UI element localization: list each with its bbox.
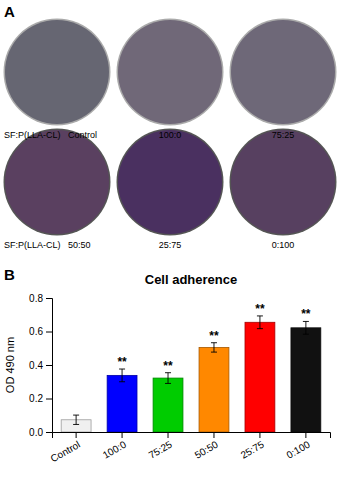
- bar: [107, 375, 137, 432]
- image-border: [117, 129, 224, 236]
- error-bar-cap: [73, 424, 79, 425]
- tick-mark: [46, 432, 52, 433]
- bar: [291, 328, 321, 432]
- tick: 100:0: [101, 432, 129, 461]
- marks: [61, 316, 321, 432]
- error-bar-stem: [305, 321, 306, 334]
- tick-mark: [46, 365, 52, 366]
- error-bar: [211, 343, 217, 352]
- annotation: SF:P(LLA-CL): [4, 240, 61, 250]
- significance-marker: **: [209, 329, 219, 343]
- significance-marker: **: [117, 355, 127, 369]
- significance-marker: **: [255, 302, 265, 316]
- tick: 0:100: [285, 432, 313, 461]
- annotation: 50:50: [68, 240, 91, 250]
- error-bar-cap: [165, 383, 171, 384]
- image-placeholder: [5, 130, 109, 234]
- annotation: 100:0: [159, 130, 182, 140]
- axis-title: OD 490 nm: [4, 337, 16, 393]
- image-border: [4, 129, 111, 236]
- annotation: 25:75: [159, 240, 182, 250]
- image-placeholder: [118, 20, 222, 124]
- panel-a: [4, 19, 337, 236]
- error-bar-stem: [259, 316, 260, 329]
- error-bar-stem: [122, 369, 123, 382]
- tick-label: Control: [49, 439, 82, 465]
- error-bar-cap: [257, 328, 263, 329]
- error-bar-stem: [76, 415, 77, 424]
- chart-title: Cell adherence: [145, 272, 238, 287]
- tick: 0.2: [29, 393, 52, 404]
- tick-label: 0.2: [29, 393, 43, 404]
- tick: 0.4: [29, 360, 52, 371]
- image-border: [230, 19, 337, 126]
- tick-mark: [259, 432, 260, 438]
- image-border: [117, 19, 224, 126]
- tick-label: 75:25: [147, 438, 175, 460]
- tick-label: 0:100: [285, 438, 313, 460]
- tick-mark: [305, 432, 306, 438]
- tick-label: 0.4: [29, 360, 43, 371]
- bar: [245, 322, 275, 432]
- tick-mark: [46, 298, 52, 299]
- tick-label: 0.0: [29, 427, 43, 438]
- image-border: [4, 19, 111, 126]
- error-bar-cap: [73, 415, 79, 416]
- image-placeholder: [118, 130, 222, 234]
- tick-mark: [213, 432, 214, 438]
- significance-marker: **: [163, 359, 173, 373]
- bar: [153, 378, 183, 432]
- annotation: 0:100: [272, 240, 295, 250]
- image-border: [230, 129, 337, 236]
- tick-label: 25:75: [239, 438, 267, 460]
- figure: A SF:P(LLA-CL) Control 100:0 75:25 SF:P(LLA-C…: [0, 0, 340, 500]
- tick-label: 0.6: [29, 326, 43, 337]
- error-bar-cap: [211, 352, 217, 353]
- tick-mark: [76, 432, 77, 438]
- tick: 75:25: [147, 432, 175, 461]
- panel-label: A: [4, 3, 15, 20]
- tick: 0.6: [29, 326, 52, 337]
- error-bar: [257, 316, 263, 329]
- x-axis: Control 100:0 75:25 50:50 25:75 0:100: [49, 432, 331, 464]
- tick-mark: [46, 399, 52, 400]
- annotation: Control: [68, 130, 97, 140]
- bar: [199, 347, 229, 432]
- tick-label: 50:50: [193, 438, 221, 460]
- error-bar: [119, 369, 125, 382]
- axis-line: [53, 433, 331, 439]
- image-placeholder: [5, 20, 109, 124]
- error-bar-stem: [168, 373, 169, 384]
- tick-mark: [46, 332, 52, 333]
- tick: 0.0: [29, 427, 52, 438]
- tick: 0.8: [29, 293, 52, 304]
- error-bar: [303, 321, 309, 334]
- error-bar: [73, 415, 79, 424]
- tick-mark: [168, 432, 169, 438]
- error-bar-cap: [303, 334, 309, 335]
- plot: ** ** ** ** ** 0.0 0.2 0.4 0.6 0.8 Control 100:0 75:…: [29, 293, 330, 465]
- error-bar: [165, 373, 171, 384]
- y-axis: 0.0 0.2 0.4 0.6 0.8: [29, 293, 52, 438]
- tick: 25:75: [239, 432, 267, 461]
- significance-marker: **: [301, 307, 311, 321]
- tick: 50:50: [193, 432, 221, 461]
- image-placeholder: [231, 130, 335, 234]
- panel-label: B: [4, 266, 15, 283]
- axis-line: [46, 299, 53, 433]
- annotation: SF:P(LLA-CL): [4, 130, 61, 140]
- image-placeholder: [231, 20, 335, 124]
- tick: Control: [49, 432, 82, 464]
- tick-label: 0.8: [29, 293, 43, 304]
- error-bar-stem: [213, 343, 214, 352]
- error-bar-cap: [119, 381, 125, 382]
- annotation: 75:25: [272, 130, 295, 140]
- tick-mark: [122, 432, 123, 438]
- tick-label: 100:0: [101, 438, 129, 460]
